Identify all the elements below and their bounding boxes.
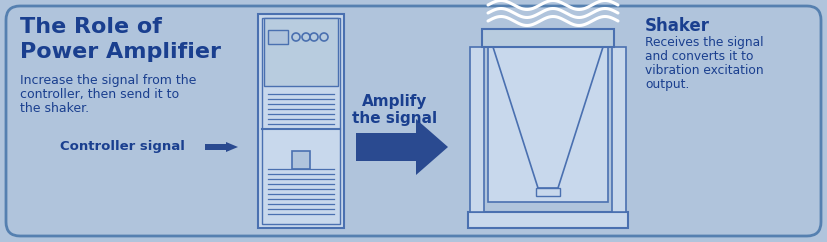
Text: vibration excitation: vibration excitation	[645, 64, 763, 77]
Text: Shaker: Shaker	[645, 17, 710, 35]
Text: Increase the signal from the: Increase the signal from the	[20, 74, 196, 87]
FancyBboxPatch shape	[612, 47, 626, 212]
FancyBboxPatch shape	[468, 212, 628, 228]
Text: Power Amplifier: Power Amplifier	[20, 42, 221, 62]
FancyBboxPatch shape	[470, 47, 484, 212]
Text: output.: output.	[645, 78, 690, 91]
FancyBboxPatch shape	[536, 188, 560, 196]
FancyBboxPatch shape	[264, 18, 338, 86]
FancyBboxPatch shape	[292, 151, 310, 169]
Text: Controller signal: Controller signal	[60, 140, 185, 153]
Text: the signal: the signal	[352, 111, 437, 126]
FancyBboxPatch shape	[488, 47, 608, 202]
Text: and converts it to: and converts it to	[645, 50, 753, 63]
FancyBboxPatch shape	[6, 6, 821, 236]
Text: controller, then send it to: controller, then send it to	[20, 88, 179, 101]
Text: the shaker.: the shaker.	[20, 102, 89, 115]
FancyBboxPatch shape	[268, 30, 288, 44]
Text: Amplify: Amplify	[362, 94, 428, 109]
FancyBboxPatch shape	[258, 14, 344, 228]
FancyBboxPatch shape	[482, 29, 614, 47]
Polygon shape	[356, 119, 448, 175]
Text: The Role of: The Role of	[20, 17, 162, 37]
Text: Receives the signal: Receives the signal	[645, 36, 763, 49]
Polygon shape	[205, 142, 238, 152]
